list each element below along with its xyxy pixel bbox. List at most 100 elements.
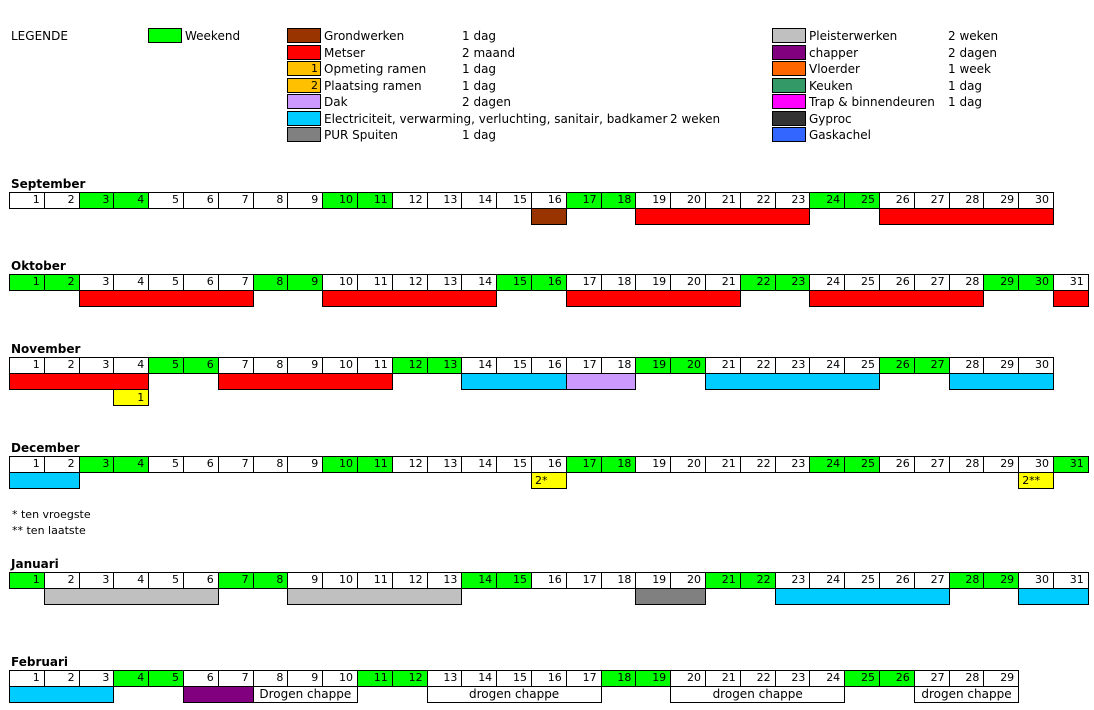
day-cell: 6 <box>183 572 219 589</box>
day-cell: 27 <box>913 670 950 687</box>
day-cell: 17 <box>565 274 602 291</box>
day-cell: 7 <box>217 274 254 291</box>
day-cell: 29 <box>983 274 1020 291</box>
task-bar <box>809 290 985 307</box>
day-cell: 26 <box>879 274 915 291</box>
legend-label: Opmeting ramen <box>324 62 427 76</box>
legend-swatch <box>287 94 321 109</box>
day-cell: 13 <box>426 572 463 589</box>
day-cell: 1 <box>9 192 45 209</box>
day-cell: 18 <box>600 572 637 589</box>
day-cell: 5 <box>148 357 184 374</box>
legend-duration: 2 weken <box>948 29 999 43</box>
legend-label: Gyproc <box>809 111 852 126</box>
month-title: December <box>11 441 80 455</box>
day-cell: 28 <box>948 192 985 209</box>
day-cell: 31 <box>1053 274 1089 291</box>
day-cell: 28 <box>948 274 985 291</box>
weekend-swatch <box>148 28 182 43</box>
day-cell: 13 <box>426 456 463 473</box>
legend-label: Gaskachel <box>809 128 871 142</box>
task-bar: 2** <box>1018 472 1054 489</box>
day-cell: 11 <box>357 670 393 687</box>
day-cell: 22 <box>739 572 776 589</box>
day-cell: 9 <box>287 357 324 374</box>
legend-swatch <box>772 110 806 126</box>
legend-label: Dak <box>324 95 348 109</box>
note-earliest: * ten vroegste <box>12 508 91 521</box>
day-cell: 26 <box>879 357 915 374</box>
day-cell: 6 <box>183 192 219 209</box>
day-cell: 3 <box>78 456 115 473</box>
legend-swatch: 1 <box>287 61 321 76</box>
task-bar <box>322 290 498 307</box>
legend-swatch: 2 <box>287 77 321 93</box>
day-cell: 10 <box>322 456 358 473</box>
legend-duration: 1 dag <box>948 78 983 93</box>
day-cell: 30 <box>1018 274 1054 291</box>
day-cell: 27 <box>913 192 950 209</box>
day-cell: 22 <box>739 274 776 291</box>
day-cell: 15 <box>496 192 532 209</box>
day-cell: 29 <box>983 456 1020 473</box>
day-cell: 11 <box>357 572 393 589</box>
day-cell: 25 <box>844 670 880 687</box>
day-cell: 28 <box>948 357 985 374</box>
day-cell: 7 <box>217 670 254 687</box>
legend-swatch <box>772 44 806 60</box>
day-cell: 17 <box>565 192 602 209</box>
task-bar <box>1018 588 1089 605</box>
day-cell: 23 <box>774 357 811 374</box>
day-cell: 10 <box>322 192 358 209</box>
day-cell: 18 <box>600 670 637 687</box>
day-cell: 26 <box>879 192 915 209</box>
legend-swatch <box>772 127 806 142</box>
day-cell: 1 <box>9 572 45 589</box>
day-cell: 20 <box>670 192 706 209</box>
day-cell: 25 <box>844 274 880 291</box>
day-cell: 4 <box>113 670 150 687</box>
day-cell: 22 <box>739 192 776 209</box>
day-cell: 9 <box>287 456 324 473</box>
task-bar: drogen chappe <box>913 686 1020 703</box>
day-cell: 29 <box>983 572 1020 589</box>
legend-label: Electriciteit, verwarming, verluchting, … <box>324 111 668 126</box>
day-cell: 18 <box>600 456 637 473</box>
day-cell: 12 <box>391 192 428 209</box>
day-cell: 12 <box>391 274 428 291</box>
day-cell: 16 <box>531 456 567 473</box>
legend-duration: 1 dag <box>948 95 983 109</box>
note-latest: ** ten laatste <box>12 524 86 537</box>
day-cell: 24 <box>809 274 846 291</box>
day-cell: 19 <box>635 456 672 473</box>
month-title: September <box>11 177 86 191</box>
day-cell: 4 <box>113 274 150 291</box>
day-cell: 11 <box>357 357 393 374</box>
task-bar: 1 <box>113 389 150 406</box>
day-cell: 22 <box>739 357 776 374</box>
day-cell: 29 <box>983 357 1020 374</box>
task-bar <box>565 290 741 307</box>
day-cell: 7 <box>217 192 254 209</box>
task-bar <box>948 373 1054 390</box>
month-title: Januari <box>11 557 59 571</box>
day-cell: 3 <box>78 572 115 589</box>
legend-duration: 2 weken <box>670 111 721 126</box>
day-cell: 21 <box>705 192 741 209</box>
day-cell: 27 <box>913 357 950 374</box>
day-cell: 10 <box>322 572 358 589</box>
task-bar <box>9 472 80 489</box>
legend-label: Trap & binnendeuren <box>809 95 935 109</box>
day-cell: 26 <box>879 456 915 473</box>
day-cell: 28 <box>948 670 985 687</box>
day-cell: 1 <box>9 456 45 473</box>
day-cell: 19 <box>635 572 672 589</box>
day-cell: 17 <box>565 572 602 589</box>
day-cell: 20 <box>670 670 706 687</box>
legend-swatch <box>287 28 321 43</box>
day-cell: 23 <box>774 274 811 291</box>
day-cell: 14 <box>461 357 498 374</box>
task-bar <box>635 208 811 225</box>
task-bar: 2* <box>531 472 567 489</box>
day-cell: 26 <box>879 572 915 589</box>
